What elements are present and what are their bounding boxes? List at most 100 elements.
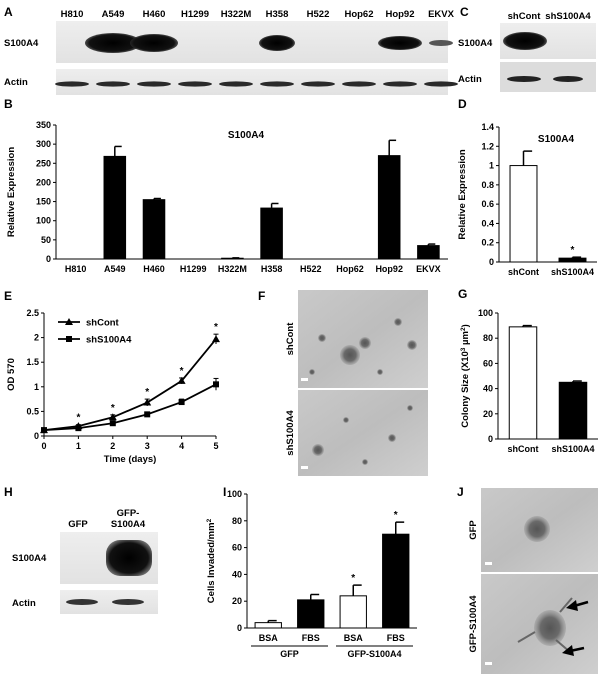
y-tick-label: 200 [36,177,51,187]
y-axis-label: Relative Expression [457,149,468,239]
y-tick-label: 0.4 [481,218,494,228]
point-shcont-day-4 [177,376,186,384]
bar-bsa-2 [339,595,367,629]
panel-c-band-s100a4-shcont [503,32,547,50]
panel-c-lane-shcont: shCont [508,11,542,22]
significance-marker-day-5: * [214,322,218,333]
y-tick-label: 1.2 [481,141,494,151]
panel-a-lane-labels: H810 A549 H460 H1299 H322M H358 H522 Hop62 Hop92… [61,9,455,20]
panel-a-lane-h810: H810 [61,9,84,20]
significance-marker-day-1: * [76,413,80,424]
panel-j-scale-bar-top [485,562,492,565]
panel-a-lane-hop62: Hop62 [344,9,373,20]
panel-a-lane-h1299: H1299 [181,9,209,20]
bar-a549-1 [103,155,127,260]
panel-f-label-shcont: shCont [285,322,296,356]
panel-a-band-s100a4-a549 [85,33,141,53]
panel-a-band-actin-h522 [301,81,335,87]
panel-a-lane-ekvx: EKVX [428,9,455,20]
panel-h-western-blot: H GFP GFP- S100A4 S100A4 Actin [4,485,158,614]
panel-a-band-s100a4-h358 [259,35,295,51]
y-tick-label: 50 [41,235,51,245]
panel-a-band-s100a4-hop92 [378,36,422,50]
panel-c-band-actin-shs100a4 [553,76,583,82]
x-axis-label: Time (days) [104,454,157,465]
x-tick-label-fbs: FBS [302,633,320,643]
bar-bsa-0 [254,622,282,629]
bar-h358-5 [260,207,283,260]
panel-a-row-s100a4: S100A4 [4,38,39,49]
panel-j-scale-bar-bottom [485,662,492,665]
panel-a-lane-h358: H358 [266,9,289,20]
y-tick-label: 20 [232,596,242,606]
panel-a-lane-a549: A549 [102,9,125,20]
y-tick-label: 60 [483,358,493,368]
chart-title: S100A4 [538,134,575,145]
panel-f-label-shs100a4: shS100A4 [285,410,296,456]
x-tick-label-shs100a4: shS100A4 [551,267,594,277]
panel-a-band-s100a4-h460 [130,34,178,52]
panel-f-cells [309,318,417,465]
panel-letter-e: E [4,289,12,303]
panel-a-band-actin-h1299 [178,81,212,87]
x-tick-label: 0 [41,441,46,451]
y-tick-label: 0 [489,257,494,267]
x-tick-label: 5 [213,441,218,451]
y-tick-label: 1 [34,382,39,392]
panel-j-arrow-lower [562,645,585,656]
significance-marker: * [351,573,355,584]
legend: shCont shS100A4 [58,318,132,346]
y-tick-label: 150 [36,197,51,207]
x-tick-label-bsa: BSA [259,633,279,643]
panel-h-band-s100a4-gfp-s100a4 [106,540,152,576]
panel-letter-f: F [258,289,265,303]
bar-shcont-0 [508,326,538,440]
y-tick-label: 40 [483,384,493,394]
y-tick-label: 1 [489,161,494,171]
x-tick-label-h322m: H322M [218,264,247,274]
x-tick-label: 2 [110,441,115,451]
y-axis-label: Colony Size (X103 µm2) [460,324,472,428]
panel-c-western-blot: C shCont shS100A4 S100A4 Actin [458,5,596,92]
significance-marker-day-2: * [111,403,115,414]
panel-a-bands [55,33,458,87]
y-tick-label: 250 [36,158,51,168]
y-tick-label: 0 [34,431,39,441]
significance-marker: * [571,245,575,256]
panel-a-band-actin-h810 [55,81,89,87]
x-tick-label-hop62: Hop62 [336,264,364,274]
panel-letter-j: J [457,485,464,499]
bar-fbs-3 [382,533,410,629]
y-tick-label: 350 [36,120,51,130]
panel-a-lane-h322m: H322M [221,9,252,20]
y-axis-label: OD 570 [6,358,17,391]
y-tick-label: 2 [34,333,39,343]
panel-a-lane-hop92: Hop92 [385,9,414,20]
panel-f-scale-bar-bottom [301,466,308,469]
y-tick-label: 0.6 [481,199,494,209]
panel-h-lane-gfp-s100a4-line2: S100A4 [111,519,146,530]
point-shs100a4-day-3 [144,411,151,418]
y-axis-label: Cells Invaded/mm2 [206,518,218,603]
panel-f-micrographs: F shCont shS100A4 [258,289,428,476]
y-tick-label: 2.5 [26,308,39,318]
significance-marker-day-4: * [180,366,184,377]
bar-ekvx-9 [417,245,440,260]
significance-marker: * [394,510,398,521]
bar-shs100a4-1 [558,257,587,263]
y-tick-label: 0.2 [481,238,494,248]
panel-j-micrographs: J GFP GFP-S100A4 [457,485,598,674]
chart-title: S100A4 [228,130,265,141]
point-shs100a4-day-0 [41,427,47,434]
significance-marker-day-3: * [145,387,149,398]
x-tick-label-shcont: shCont [508,267,539,277]
panel-c-lane-shs100a4: shS100A4 [545,11,591,22]
panel-e-line-chart: E 0 0.5 1 1.5 2 2.5 0 1 2 3 4 5 Time (days) OD 570 shCo… [4,289,220,465]
y-tick-label: 80 [483,333,493,343]
point-shcont-day-2 [108,413,117,421]
group-label-gfp: GFP [280,649,299,659]
panel-d-bar-chart: D 0 0.2 0.4 0.6 0.8 1 1.2 1.4 Relative Expression… [457,97,597,277]
x-tick-label-h460: H460 [143,264,165,274]
panel-h-lane-gfp-s100a4-line1: GFP- [117,508,140,519]
